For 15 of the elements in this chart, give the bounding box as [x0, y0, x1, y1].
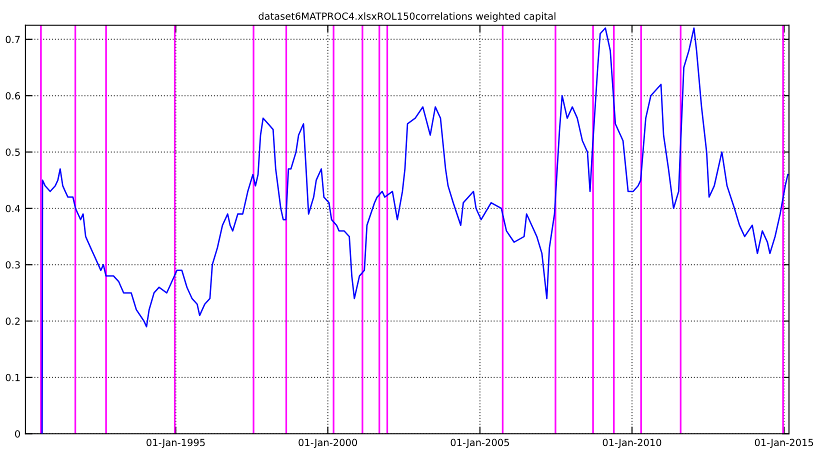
line-series: [41, 27, 789, 434]
x-tick-label: 01-Jan-2010: [602, 438, 662, 448]
y-tick-label: 0.1: [6, 374, 20, 382]
chart-title: dataset6MATPROC4.xlsxROL150correlations weighted capital: [258, 12, 556, 22]
y-tick-label: 0.3: [6, 261, 20, 269]
y-tick-label: 0.6: [6, 92, 20, 100]
y-tick-label: 0.2: [6, 318, 20, 325]
y-tick-label: 0: [15, 430, 20, 438]
x-tick-label: 01-Jan-1995: [146, 438, 205, 448]
y-tick-label: 0.4: [6, 204, 20, 212]
x-tick-label: 01-Jan-2005: [450, 438, 509, 448]
y-tick-label: 0.7: [6, 36, 20, 44]
y-tick-label: 0.5: [6, 148, 20, 156]
x-tick-label: 01-Jan-2015: [754, 438, 814, 448]
x-tick-label: 01-Jan-2000: [298, 438, 357, 448]
